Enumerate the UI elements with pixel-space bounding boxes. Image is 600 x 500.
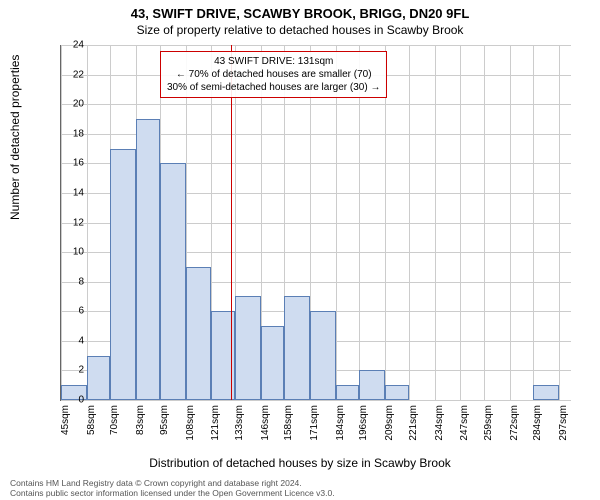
chart-title-sub: Size of property relative to detached ho… bbox=[0, 21, 600, 37]
annotation-line3: 30% of semi-detached houses are larger (… bbox=[167, 81, 380, 94]
x-tick-label: 146sqm bbox=[260, 405, 271, 445]
chart-container: 43, SWIFT DRIVE, SCAWBY BROOK, BRIGG, DN… bbox=[0, 0, 600, 500]
histogram-bar bbox=[87, 356, 111, 400]
y-tick-label: 4 bbox=[54, 335, 84, 346]
x-tick-label: 70sqm bbox=[109, 405, 120, 445]
histogram-bar bbox=[310, 311, 336, 400]
x-tick-label: 45sqm bbox=[60, 405, 71, 445]
y-tick-label: 6 bbox=[54, 306, 84, 317]
grid-line-v bbox=[359, 45, 360, 400]
y-tick-label: 0 bbox=[54, 395, 84, 406]
histogram-bar bbox=[136, 119, 160, 400]
histogram-bar bbox=[359, 370, 385, 400]
histogram-bar bbox=[284, 296, 310, 400]
x-tick-label: 234sqm bbox=[434, 405, 445, 445]
y-tick-label: 8 bbox=[54, 276, 84, 287]
x-tick-label: 221sqm bbox=[408, 405, 419, 445]
grid-line-v bbox=[87, 45, 88, 400]
y-tick-label: 20 bbox=[54, 99, 84, 110]
y-tick-label: 10 bbox=[54, 247, 84, 258]
footer-line2: Contains public sector information licen… bbox=[10, 488, 335, 498]
x-axis-label: Distribution of detached houses by size … bbox=[0, 456, 600, 470]
x-tick-label: 58sqm bbox=[86, 405, 97, 445]
y-tick-label: 12 bbox=[54, 217, 84, 228]
grid-line-v bbox=[559, 45, 560, 400]
grid-line-v bbox=[435, 45, 436, 400]
histogram-bar bbox=[235, 296, 261, 400]
annotation-line2: ← 70% of detached houses are smaller (70… bbox=[167, 68, 380, 81]
x-tick-label: 158sqm bbox=[283, 405, 294, 445]
histogram-bar bbox=[533, 385, 559, 400]
histogram-bar bbox=[110, 149, 136, 400]
y-tick-label: 2 bbox=[54, 365, 84, 376]
grid-line-h bbox=[61, 400, 571, 401]
histogram-bar bbox=[336, 385, 360, 400]
plot-region bbox=[60, 45, 571, 401]
annotation-line1: 43 SWIFT DRIVE: 131sqm bbox=[167, 55, 380, 68]
x-tick-label: 259sqm bbox=[483, 405, 494, 445]
x-tick-label: 95sqm bbox=[159, 405, 170, 445]
footer-attribution: Contains HM Land Registry data © Crown c… bbox=[10, 478, 335, 498]
reference-line bbox=[231, 45, 232, 400]
histogram-bar bbox=[160, 163, 186, 400]
annotation-box: 43 SWIFT DRIVE: 131sqm ← 70% of detached… bbox=[160, 51, 387, 98]
x-tick-label: 196sqm bbox=[358, 405, 369, 445]
grid-line-v bbox=[409, 45, 410, 400]
grid-line-v bbox=[385, 45, 386, 400]
grid-line-v bbox=[533, 45, 534, 400]
x-tick-label: 272sqm bbox=[509, 405, 520, 445]
histogram-bar bbox=[385, 385, 409, 400]
y-tick-label: 22 bbox=[54, 69, 84, 80]
chart-area: 43 SWIFT DRIVE: 131sqm ← 70% of detached… bbox=[60, 45, 570, 400]
chart-title-main: 43, SWIFT DRIVE, SCAWBY BROOK, BRIGG, DN… bbox=[0, 0, 600, 21]
y-axis-label: Number of detached properties bbox=[8, 55, 22, 220]
x-tick-label: 209sqm bbox=[384, 405, 395, 445]
x-tick-label: 284sqm bbox=[532, 405, 543, 445]
grid-line-v bbox=[484, 45, 485, 400]
grid-line-h bbox=[61, 45, 571, 46]
y-tick-label: 18 bbox=[54, 128, 84, 139]
histogram-bar bbox=[261, 326, 285, 400]
grid-line-v bbox=[460, 45, 461, 400]
x-tick-label: 184sqm bbox=[335, 405, 346, 445]
y-tick-label: 24 bbox=[54, 40, 84, 51]
x-tick-label: 247sqm bbox=[459, 405, 470, 445]
y-tick-label: 14 bbox=[54, 187, 84, 198]
y-tick-label: 16 bbox=[54, 158, 84, 169]
footer-line1: Contains HM Land Registry data © Crown c… bbox=[10, 478, 335, 488]
x-tick-label: 83sqm bbox=[135, 405, 146, 445]
x-tick-label: 133sqm bbox=[234, 405, 245, 445]
grid-line-v bbox=[336, 45, 337, 400]
x-tick-label: 108sqm bbox=[185, 405, 196, 445]
grid-line-v bbox=[510, 45, 511, 400]
x-tick-label: 297sqm bbox=[558, 405, 569, 445]
x-tick-label: 171sqm bbox=[309, 405, 320, 445]
x-tick-label: 121sqm bbox=[210, 405, 221, 445]
grid-line-h bbox=[61, 104, 571, 105]
histogram-bar bbox=[186, 267, 212, 400]
